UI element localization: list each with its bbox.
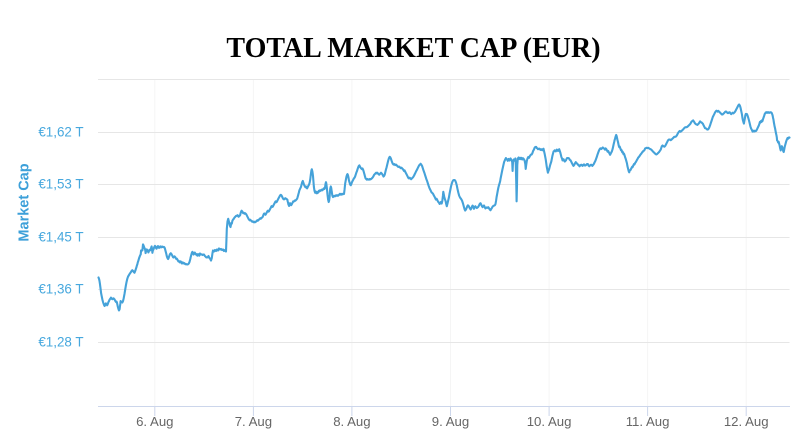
svg-text:Market Cap: Market Cap <box>17 163 33 241</box>
svg-text:6. Aug: 6. Aug <box>136 414 173 429</box>
svg-text:€1,53 T: €1,53 T <box>38 177 83 192</box>
svg-text:€1,62 T: €1,62 T <box>38 125 83 140</box>
svg-text:10. Aug: 10. Aug <box>527 414 572 429</box>
svg-text:7. Aug: 7. Aug <box>235 414 272 429</box>
svg-text:€1,28 T: €1,28 T <box>38 335 83 350</box>
svg-text:€1,45 T: €1,45 T <box>38 230 83 245</box>
svg-text:TOTAL MARKET CAP (EUR): TOTAL MARKET CAP (EUR) <box>226 33 600 64</box>
svg-text:11. Aug: 11. Aug <box>626 414 670 429</box>
svg-text:8. Aug: 8. Aug <box>333 414 370 429</box>
svg-text:€1,36 T: €1,36 T <box>38 282 83 297</box>
svg-text:9. Aug: 9. Aug <box>432 414 469 429</box>
svg-text:12. Aug: 12. Aug <box>724 414 769 429</box>
